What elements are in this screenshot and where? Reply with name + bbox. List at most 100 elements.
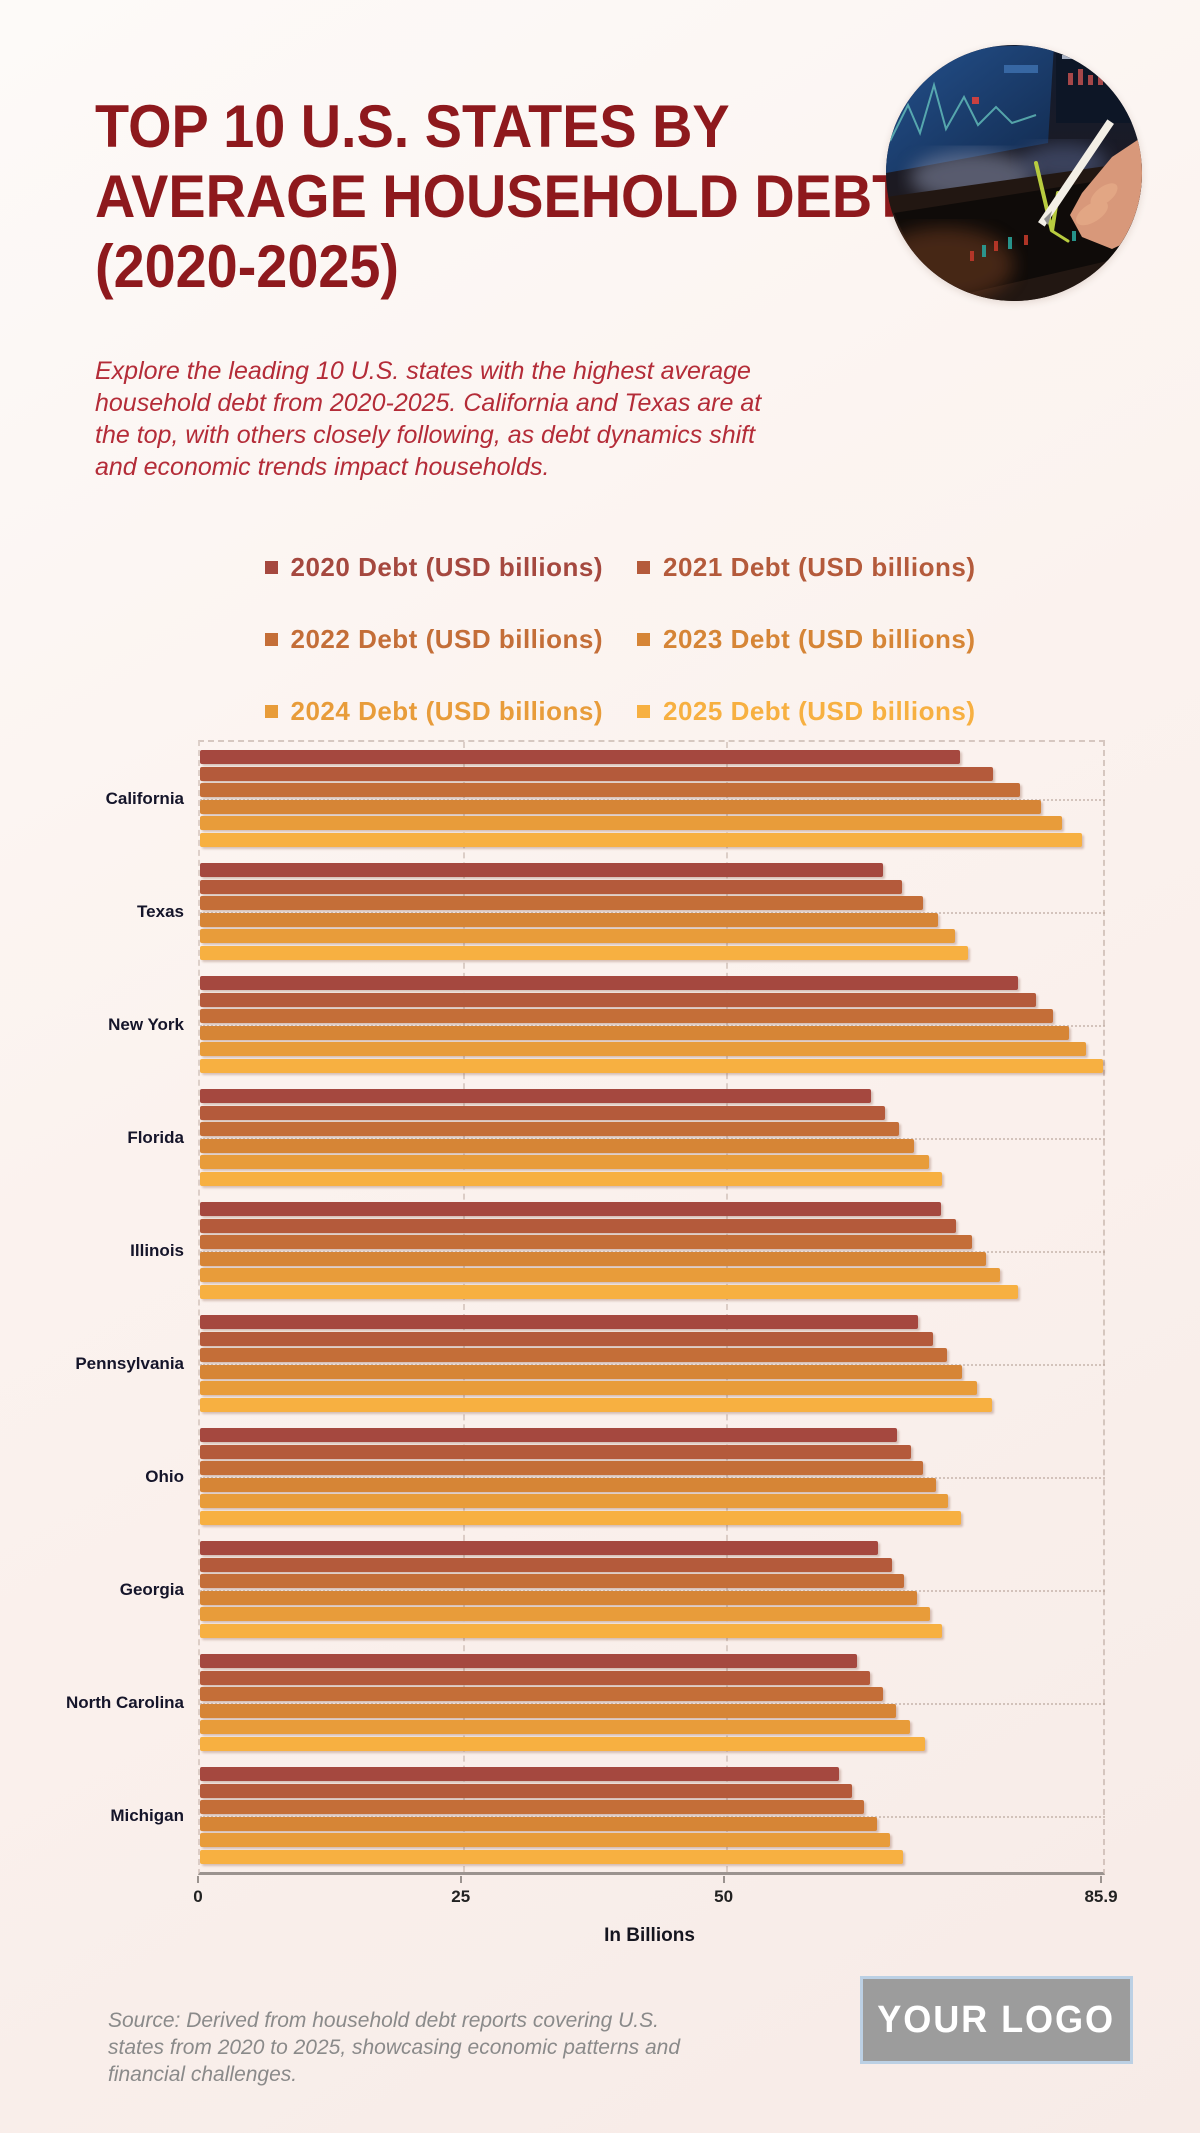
legend-item: 2020 Debt (USD billions) — [264, 552, 604, 583]
bar — [200, 1687, 884, 1702]
row-gridline — [200, 1137, 1105, 1140]
bar — [200, 1720, 910, 1735]
logo-placeholder: YOUR LOGO — [860, 1976, 1133, 2064]
bar-group — [200, 1654, 1103, 1751]
bar — [200, 945, 969, 960]
bar — [200, 896, 924, 911]
bar — [200, 750, 961, 764]
bar — [200, 1284, 1018, 1299]
bar-group — [200, 863, 1103, 960]
legend-swatch-icon — [264, 561, 278, 574]
plot-area: California Texas New York Florida Illinois Pe… — [66, 740, 1105, 1875]
axis-tick-mark — [459, 1876, 462, 1883]
legend-label: 2024 Debt (USD billions) — [290, 696, 603, 726]
chart-legend: 2020 Debt (USD billions) 2021 Debt (USD b… — [40, 552, 1200, 727]
bar — [200, 1833, 890, 1848]
bar — [200, 1574, 905, 1589]
row-gridline — [200, 1702, 1105, 1705]
axis-tick-mark — [1100, 1876, 1102, 1883]
bar — [200, 1849, 904, 1864]
bar — [200, 1155, 929, 1170]
category-label: Georgia — [119, 1579, 184, 1599]
bar-group — [200, 1428, 1103, 1525]
hero-image — [886, 45, 1142, 301]
bar — [200, 976, 1018, 990]
x-axis-ticks: 0 25 50 85.9 — [193, 1876, 1118, 1916]
bar — [200, 1381, 977, 1396]
bar — [200, 1541, 879, 1555]
category-label: Ohio — [145, 1466, 184, 1486]
bar — [200, 1397, 992, 1412]
chart-row: Texas — [137, 855, 1105, 968]
axis-tick-label: 50 — [714, 1887, 734, 1906]
bar — [200, 1348, 948, 1363]
chart-row: North Carolina — [66, 1646, 1105, 1759]
bar — [200, 1138, 914, 1153]
legend-item: 2021 Debt (USD billions) — [637, 552, 976, 583]
bar-group — [200, 1089, 1103, 1186]
row-gridline — [200, 1589, 1105, 1592]
category-label: Florida — [127, 1127, 184, 1147]
bar — [200, 1800, 865, 1815]
row-gridline — [200, 1815, 1105, 1818]
chart-row: Ohio — [145, 1420, 1105, 1533]
bar-group — [200, 976, 1103, 1073]
bar — [200, 1783, 852, 1798]
axis-tick-mark — [197, 1876, 199, 1883]
bar — [200, 929, 955, 944]
legend-item: 2024 Debt (USD billions) — [264, 696, 604, 727]
axis-tick-label: 85.9 — [1084, 1887, 1118, 1906]
legend-swatch-icon — [637, 705, 650, 718]
bar — [200, 1105, 886, 1120]
page-title: TOP 10 U.S. STATES BY AVERAGE HOUSEHOLD … — [95, 93, 907, 301]
legend-item: 2022 Debt (USD billions) — [264, 624, 604, 655]
bar-group — [200, 1202, 1103, 1299]
bar — [200, 766, 993, 781]
bar — [200, 832, 1082, 847]
bar — [200, 1444, 911, 1459]
vertical-gridline — [462, 742, 465, 1872]
chart-row: Florida — [127, 1081, 1105, 1194]
bar — [200, 1623, 943, 1638]
legend-row: 2020 Debt (USD billions) 2021 Debt (USD b… — [264, 552, 976, 583]
chart-description: Explore the leading 10 U.S. states with … — [95, 357, 762, 481]
legend-item: 2025 Debt (USD billions) — [637, 696, 976, 727]
bar — [200, 1122, 900, 1137]
bar — [200, 1736, 926, 1751]
logo-text: YOUR LOGO — [877, 1998, 1116, 2041]
bar — [200, 1670, 870, 1685]
vertical-gridline — [725, 742, 728, 1872]
legend-label: 2020 Debt (USD billions) — [290, 552, 603, 582]
category-label: California — [105, 788, 184, 808]
axis-tick-label: 25 — [451, 1887, 471, 1906]
bar-group — [200, 1541, 1103, 1638]
bar — [200, 863, 884, 877]
bar — [200, 1331, 933, 1346]
legend-item: 2023 Debt (USD billions) — [637, 624, 976, 655]
bar — [200, 992, 1036, 1007]
chart-row: Michigan — [110, 1759, 1105, 1872]
bar — [200, 1607, 930, 1622]
bar — [200, 1494, 949, 1509]
chart-row: Illinois — [130, 1194, 1105, 1307]
bar — [200, 1767, 840, 1781]
bar — [200, 912, 938, 927]
legend-label: 2025 Debt (USD billions) — [663, 696, 976, 726]
bar-group — [200, 1315, 1103, 1412]
row-gridline — [200, 1024, 1105, 1027]
bar-group — [200, 1767, 1103, 1864]
bar — [200, 1009, 1053, 1024]
category-label: Michigan — [110, 1805, 184, 1825]
bar — [200, 816, 1062, 831]
legend-row: 2022 Debt (USD billions) 2023 Debt (USD b… — [264, 624, 976, 655]
bar — [200, 1089, 871, 1103]
category-label: North Carolina — [65, 1692, 184, 1712]
chart-row: California — [106, 742, 1105, 855]
row-gridline — [200, 911, 1105, 914]
category-label: Pennsylvania — [75, 1353, 184, 1373]
axis-tick-mark — [722, 1876, 725, 1883]
bar — [200, 1025, 1070, 1040]
bar-group — [200, 750, 1103, 847]
row-gridline — [200, 1250, 1105, 1253]
bar — [200, 1171, 943, 1186]
